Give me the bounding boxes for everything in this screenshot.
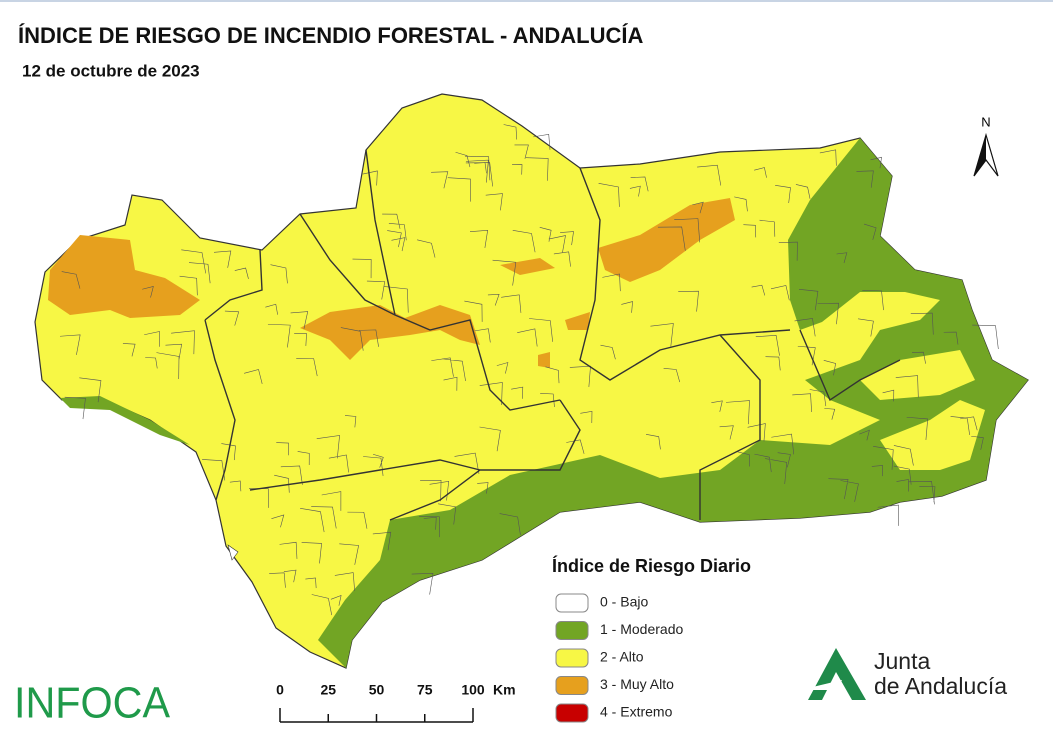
region-muy-alto xyxy=(598,198,735,282)
infoca-logo: INFOCA xyxy=(14,679,171,728)
junta-mark-cut xyxy=(800,680,842,690)
legend-title: Índice de Riesgo Diario xyxy=(552,555,751,576)
water-guadalquivir xyxy=(227,544,239,561)
province-border xyxy=(204,149,901,521)
region-alto xyxy=(860,350,975,400)
legend-swatch xyxy=(555,648,589,668)
legend: Índice de Riesgo Diario 0 - Bajo 1 - Mode… xyxy=(552,555,751,723)
region-muy-alto xyxy=(300,305,480,360)
north-arrow-half xyxy=(974,135,986,176)
legend-swatch xyxy=(555,703,589,723)
title: ÍNDICE DE RIESGO DE INCENDIO FORESTAL - … xyxy=(18,23,644,48)
scale-label: 25 xyxy=(320,682,336,698)
region-muy-alto xyxy=(48,235,200,318)
junta-logo: Junta de Andalucía xyxy=(800,648,1007,700)
legend-swatch xyxy=(555,676,589,695)
north-label: N xyxy=(981,114,990,129)
region-moderado xyxy=(318,138,1028,668)
legend-label: 4 - Extremo xyxy=(600,704,673,720)
municipal-borders xyxy=(60,124,999,616)
map xyxy=(34,93,1029,669)
scale-label: 75 xyxy=(417,682,433,698)
date: 12 de octubre de 2023 xyxy=(22,61,200,80)
junta-line2: de Andalucía xyxy=(874,673,1007,699)
scale-label: 50 xyxy=(369,682,385,698)
legend-label: 1 - Moderado xyxy=(600,621,683,637)
legend-label: 3 - Muy Alto xyxy=(600,676,674,692)
scale-unit: Km xyxy=(493,682,516,698)
legend-label: 0 - Bajo xyxy=(600,594,648,610)
junta-line1: Junta xyxy=(874,648,930,674)
scale-bar: 0 25 50 75 100 Km xyxy=(276,682,516,723)
region-moderado xyxy=(60,396,190,445)
legend-swatch xyxy=(555,593,589,613)
region-muy-alto xyxy=(500,258,590,368)
legend-label: 2 - Alto xyxy=(600,649,644,665)
scale-label: 0 xyxy=(276,682,284,698)
north-arrow: N xyxy=(973,114,999,177)
legend-swatch xyxy=(555,621,589,640)
scale-label: 100 xyxy=(461,682,485,698)
